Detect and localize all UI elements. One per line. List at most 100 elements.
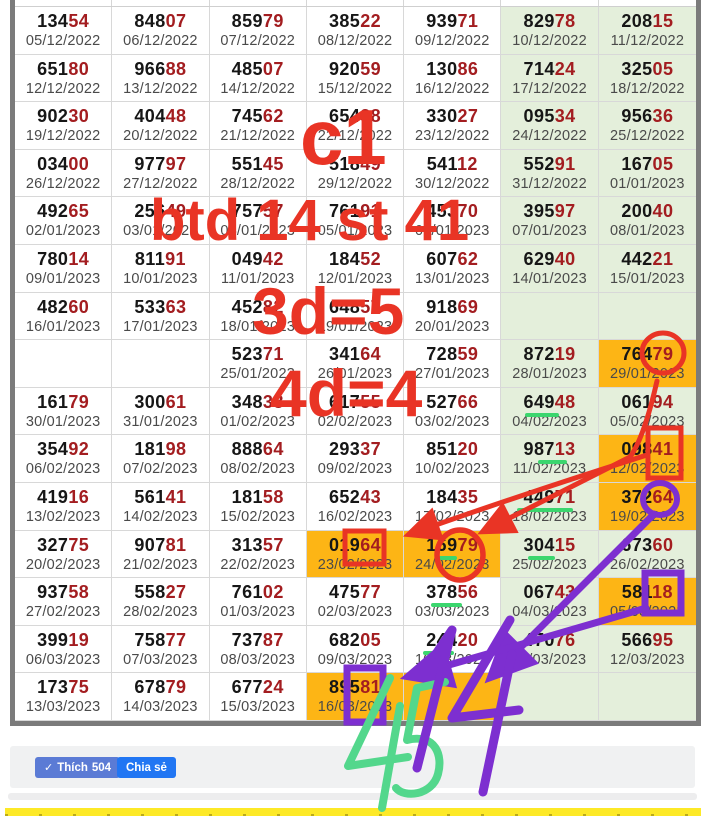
result-number: 41916 [37, 486, 90, 507]
result-number: 88864 [231, 439, 284, 460]
result-number: 84807 [134, 11, 187, 31]
result-number: 85979 [231, 11, 284, 31]
result-date: 19/02/2023 [610, 508, 685, 525]
result-cell: 90781 21/02/2023 [112, 530, 210, 579]
result-cell: 31357 22/02/2023 [209, 530, 307, 579]
result-date: 26/02/2023 [610, 556, 685, 573]
result-date: 02/03/2023 [317, 604, 393, 621]
result-cell: 18158 15/02/2023 [209, 482, 307, 531]
result-number: 33027 [426, 106, 479, 127]
result-number: 90230 [37, 106, 90, 127]
result-number: 58118 [621, 582, 673, 603]
result-cell [112, 340, 210, 388]
result-cell: 62940 14/01/2023 [501, 244, 599, 293]
result-number: 54112 [426, 153, 478, 174]
result-cell: 13454 05/12/2022 [15, 7, 113, 55]
result-cell: 18198 07/02/2023 [112, 435, 210, 483]
result-number: 18198 [134, 439, 187, 460]
result-cell: 81191 10/01/2023 [112, 244, 210, 293]
result-date: 11/01/2023 [220, 270, 295, 287]
result-number: 30061 [134, 391, 187, 412]
result-cell: 53363 17/01/2023 [112, 292, 210, 341]
result-cell: 44971 18/02/2023 [501, 482, 599, 531]
result-date: 09/01/2023 [25, 270, 101, 287]
result-date: 06/03/2023 [25, 651, 101, 668]
result-cell: 68205 09/03/2023 [306, 625, 405, 674]
result-cell: 93758 27/02/2023 [15, 578, 113, 626]
result-cell: 20815 11/12/2022 [598, 7, 696, 55]
result-cell: 03400 26/12/2022 [15, 149, 113, 198]
result-number: 76479 [621, 344, 674, 365]
overlay-text-c1: c1 [300, 93, 387, 181]
result-cell: 74562 21/12/2022 [209, 102, 307, 150]
result-cell: 44221 15/01/2023 [598, 244, 696, 293]
result-cell: 98713 11/02/2023 [501, 435, 599, 483]
result-date: 05/12/2022 [25, 33, 101, 49]
result-date: 22/12/2022 [317, 128, 393, 145]
result-date: 28/12/2022 [220, 175, 295, 192]
result-cell: 72859 27/01/2023 [404, 340, 502, 388]
result-cell: 48260 16/01/2023 [15, 292, 113, 341]
result-date: 20/02/2023 [25, 556, 101, 573]
result-number: 18452 [328, 248, 382, 269]
result-cell: 34164 26/01/2023 [306, 340, 405, 388]
result-date: 20/12/2022 [123, 128, 198, 145]
result-number: 52371 [231, 344, 284, 365]
result-number: 67724 [231, 677, 284, 698]
result-date: 11/03/2023 [512, 651, 587, 668]
result-number: 39597 [523, 201, 576, 222]
result-number: 65180 [37, 58, 90, 79]
result-number: 49265 [37, 201, 90, 222]
result-cell: 45370 06/01/2023 [404, 197, 502, 245]
result-number: 92059 [328, 58, 382, 79]
result-date: 08/12/2022 [317, 33, 393, 49]
result-date: 10/01/2023 [123, 270, 198, 287]
result-number: 60762 [426, 248, 479, 269]
result-number: 87219 [523, 344, 576, 365]
result-number: 45370 [426, 201, 479, 222]
result-date: 07/12/2022 [220, 33, 295, 49]
result-cell: 30415 25/02/2023 [501, 530, 599, 579]
result-number: 13086 [426, 58, 479, 79]
result-cell: 61755 02/02/2023 [306, 387, 405, 436]
result-date: 12/02/2023 [610, 461, 685, 478]
result-cell: 56141 14/02/2023 [112, 482, 210, 531]
highlighted-text-strip [5, 808, 701, 816]
result-number: 67360 [621, 534, 674, 555]
result-cell: 84807 06/12/2022 [112, 7, 210, 55]
result-cell: 89581 16/03/2023 [306, 673, 405, 721]
result-number: 96688 [134, 58, 187, 79]
result-cell [598, 292, 696, 341]
results-grid: 13454 05/12/2022 84807 06/12/2022 85979 07/12… [15, 7, 696, 721]
result-number: 20040 [621, 201, 674, 222]
result-cell [598, 673, 696, 721]
like-button[interactable]: ✓ Thích 504 [35, 757, 121, 778]
result-number: 29337 [328, 439, 382, 460]
result-date: 18/01/2023 [220, 318, 295, 335]
share-button[interactable]: Chia sẻ [117, 757, 176, 778]
result-cell: 37264 19/02/2023 [598, 482, 696, 531]
result-cell: 33027 23/12/2022 [404, 102, 502, 150]
result-date: 26/01/2023 [317, 366, 393, 383]
result-cell: 40448 20/12/2022 [112, 102, 210, 150]
result-date: 19/12/2022 [25, 128, 101, 145]
result-cell: 52371 25/01/2023 [209, 340, 307, 388]
result-cell: 71424 17/12/2022 [501, 54, 599, 103]
result-number: 76102 [231, 582, 284, 603]
result-date: 02/02/2023 [317, 413, 393, 430]
result-cell: 34838 01/02/2023 [209, 387, 307, 436]
result-number: 98713 [523, 439, 576, 460]
result-cell: 24420 10/03/2023 [404, 625, 502, 674]
result-number: 09534 [523, 106, 576, 127]
result-number: 73787 [231, 629, 284, 650]
result-number: 55291 [523, 153, 576, 174]
result-cell: 64948 04/02/2023 [501, 387, 599, 436]
result-number: 82978 [523, 11, 576, 31]
result-date: 20/01/2023 [414, 318, 490, 335]
share-label: Chia sẻ [126, 761, 167, 774]
result-cell: 87219 28/01/2023 [501, 340, 599, 388]
result-date: 08/01/2023 [610, 223, 685, 240]
green-underline-mark [516, 507, 573, 512]
result-date: 22/02/2023 [220, 556, 295, 573]
result-number: 61755 [328, 391, 382, 412]
